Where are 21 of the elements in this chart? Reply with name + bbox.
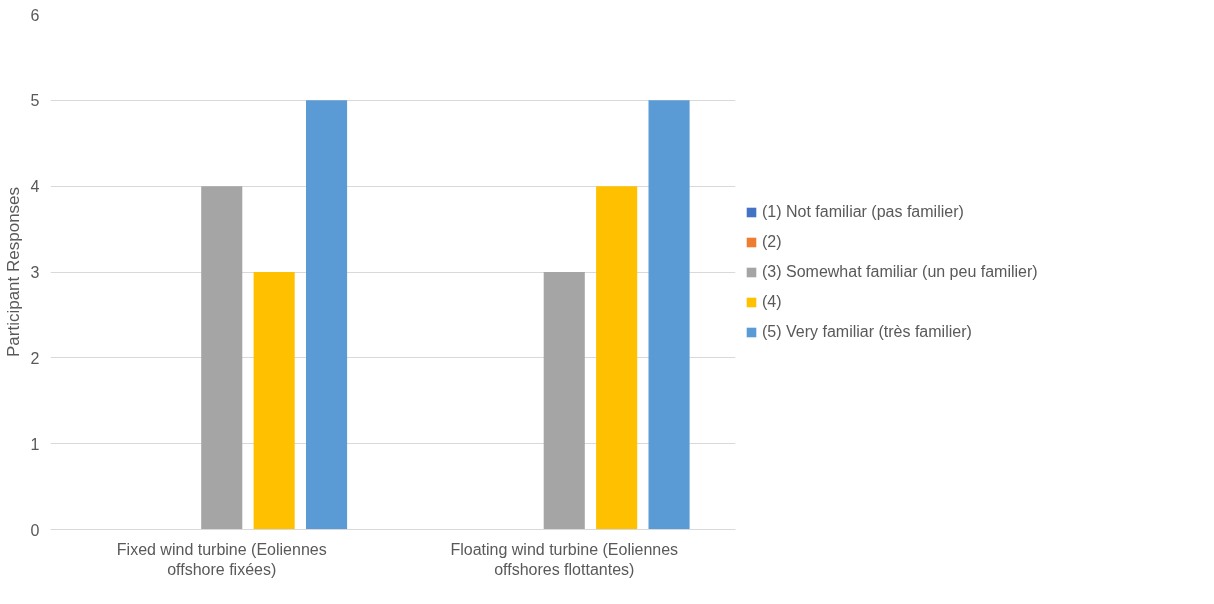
y-tick-label: 3 <box>30 264 40 281</box>
bar <box>596 186 638 530</box>
bar <box>201 186 243 530</box>
legend-label: (3) Somewhat familiar (un peu familier) <box>762 262 1038 281</box>
bar <box>306 100 348 530</box>
y-tick-label: 1 <box>30 435 40 453</box>
bar <box>648 100 690 530</box>
y-tick-label: 6 <box>30 6 40 24</box>
bar <box>543 272 585 530</box>
x-tick-label: Floating wind turbine (Eoliennes offshores flottantes) <box>450 540 679 578</box>
legend-label: (1) Not familiar (pas familier) <box>762 202 964 221</box>
legend-label: (2) <box>762 232 782 251</box>
y-tick-label: 4 <box>30 178 40 196</box>
legend-label: (4) <box>762 292 782 311</box>
y-tick-label: 0 <box>30 521 40 539</box>
y-axis-title: Participant Responses <box>3 186 23 358</box>
bar <box>253 272 295 530</box>
legend-label: (5) Very familiar (très familier) <box>762 322 972 341</box>
x-tick-label: Fixed wind turbine (Eoliennes offshore fixées) <box>116 540 327 578</box>
y-tick-label: 2 <box>30 349 40 367</box>
y-tick-label: 5 <box>30 92 40 110</box>
